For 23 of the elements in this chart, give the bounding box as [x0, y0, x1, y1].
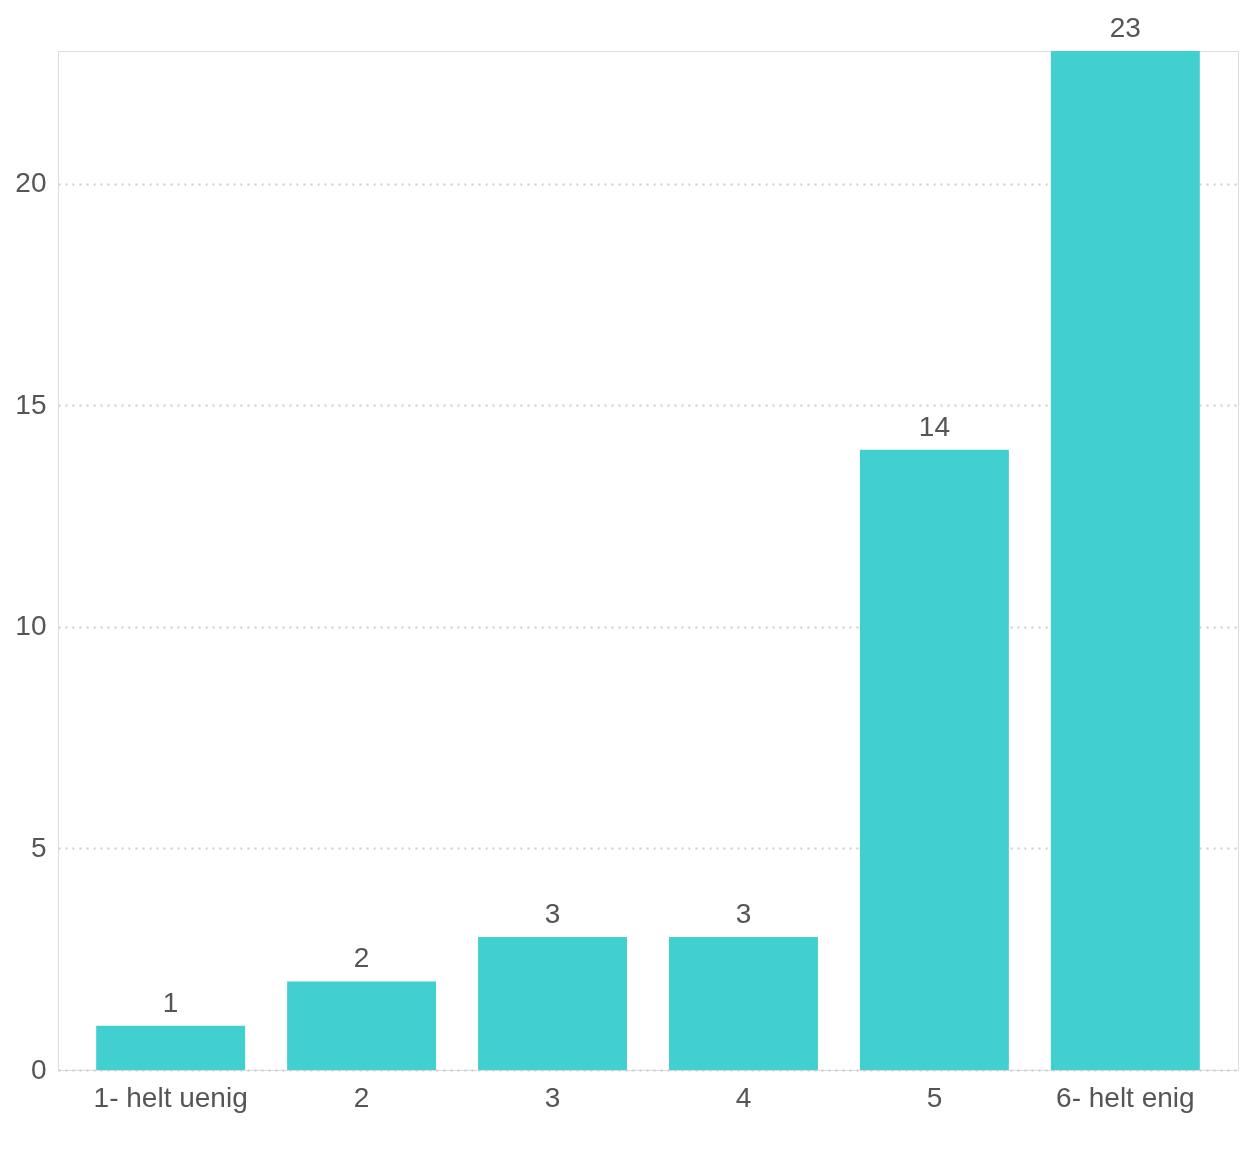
- x-tick-label: 5: [926, 1081, 943, 1113]
- bar: [859, 449, 1009, 1070]
- y-tick-label: 15: [15, 388, 47, 420]
- data-label: 3: [544, 898, 561, 930]
- x-tick-label: 3: [544, 1081, 561, 1113]
- x-tick-label: 1- helt uenig: [93, 1081, 248, 1113]
- data-label: 1: [162, 986, 179, 1018]
- y-tick-label: 10: [15, 610, 47, 642]
- x-tick-label: 2: [353, 1081, 370, 1113]
- bar: [478, 937, 627, 1070]
- y-tick-label: 20: [15, 167, 47, 199]
- bar: [96, 1025, 246, 1070]
- y-tick-label: 0: [30, 1053, 47, 1085]
- bar: [669, 937, 818, 1070]
- bar: [287, 981, 437, 1070]
- data-label: 23: [1109, 12, 1141, 43]
- x-tick-label: 4: [735, 1081, 752, 1113]
- data-label: 14: [918, 410, 950, 442]
- x-tick-label: 6- helt enig: [1056, 1081, 1195, 1113]
- data-label: 2: [353, 942, 370, 974]
- y-tick-label: 5: [30, 831, 47, 863]
- bar: [1050, 51, 1200, 1070]
- data-label: 3: [735, 898, 752, 930]
